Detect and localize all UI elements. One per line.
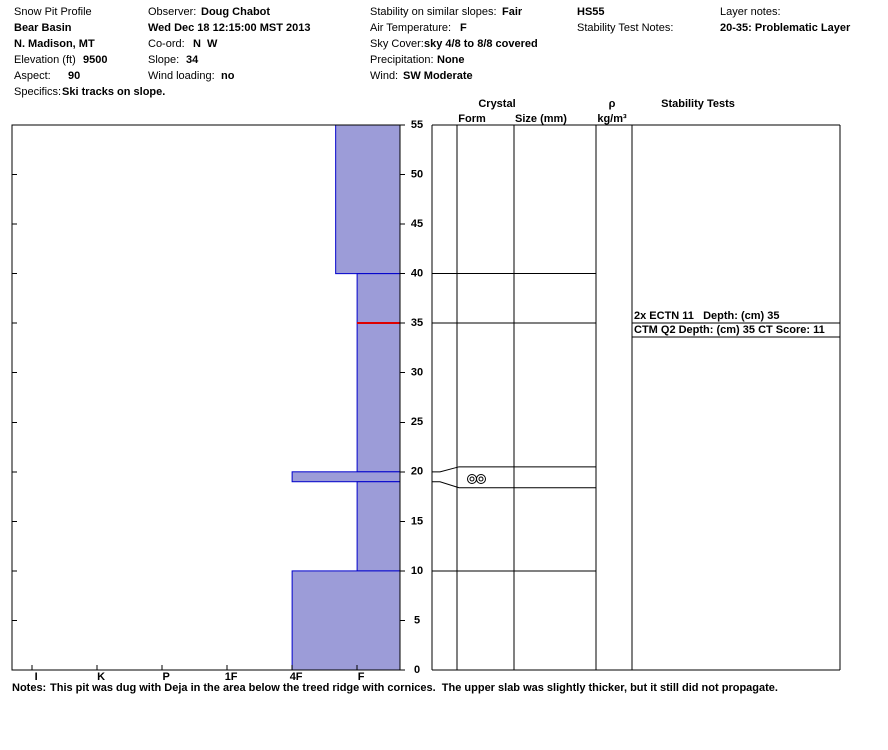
field-value: F [460,22,467,34]
field-value: Doug Chabot [201,6,270,18]
stability-test: CTM Q2 Depth: (cm) 35 CT Score: 11 [634,324,825,336]
field-value: no [221,70,235,82]
y-tick-label: 20 [411,466,423,478]
column-header: Crystal [478,98,515,110]
field-value: SW Moderate [403,70,473,82]
date: Wed Dec 18 12:15:00 MST 2013 [148,22,310,34]
field-value: Fair [502,6,523,18]
y-tick-label: 40 [411,268,423,280]
column-header: ρ [609,98,616,110]
field-label: Air Temperature: [370,22,451,34]
y-tick-label: 50 [411,168,423,180]
field-label: Stability on similar slopes: [370,6,497,18]
y-tick-label: 10 [411,565,423,577]
x-tick-label: P [162,671,169,683]
field-label: Slope: [148,54,179,66]
x-tick-label: 4F [290,671,303,683]
field-label: Specifics: [14,86,61,98]
field-label: Precipitation: [370,54,434,66]
profile-frame [11,124,401,671]
x-tick-label: K [97,671,105,683]
column-header: Stability Tests [661,98,735,110]
field-value: None [437,54,465,66]
x-tick-label: F [358,671,365,683]
field-value: 20-35: Problematic Layer [720,22,851,34]
field-label: Elevation (ft) [14,54,76,66]
field-label: Wind loading: [148,70,215,82]
hs: HS55 [577,6,605,18]
field-value: 34 [186,54,199,66]
crystal-symbol [467,474,486,484]
notes-label: Notes: [12,682,46,694]
field-label: Layer notes: [720,6,781,18]
y-tick-label: 35 [411,317,423,329]
y-tick-label: 5 [414,614,420,626]
field-label: Co-ord: [148,38,185,50]
field-label: Observer: [148,6,196,18]
field-label: Stability Test Notes: [577,22,673,34]
y-tick-label: 30 [411,367,423,379]
stability-test: 2x ECTN 11 Depth: (cm) 35 [634,310,780,322]
y-tick-label: 45 [411,218,423,230]
column-header: Size (mm) [515,113,567,125]
field-value: 9500 [83,54,107,66]
region: N. Madison, MT [14,38,95,50]
field-label: Sky Cover: [370,38,424,50]
column-header: Form [458,113,486,125]
page-title: Snow Pit Profile [14,6,92,18]
hardness-bar [335,124,401,275]
y-tick-label: 25 [411,416,423,428]
field-value: N W [193,38,218,50]
hardness-bar [291,471,401,483]
field-value: 90 [68,70,80,82]
column-header: kg/m³ [597,113,627,125]
y-tick-label: 55 [411,119,423,131]
notes-text: This pit was dug with Deja in the area b… [50,682,778,694]
field-label: Wind: [370,70,398,82]
hardness-bar [356,481,401,572]
x-tick-label: 1F [225,671,238,683]
field-value: Ski tracks on slope. [62,86,165,98]
location: Bear Basin [14,22,72,34]
layer-boundary [432,466,596,473]
y-tick-label: 0 [414,664,420,676]
hardness-bar [291,570,401,671]
y-tick-label: 15 [411,515,423,527]
layer-boundary [432,481,596,489]
hardness-bar [356,273,401,473]
x-tick-label: I [35,671,38,683]
field-value: sky 4/8 to 8/8 covered [424,38,538,50]
field-label: Aspect: [14,70,51,82]
